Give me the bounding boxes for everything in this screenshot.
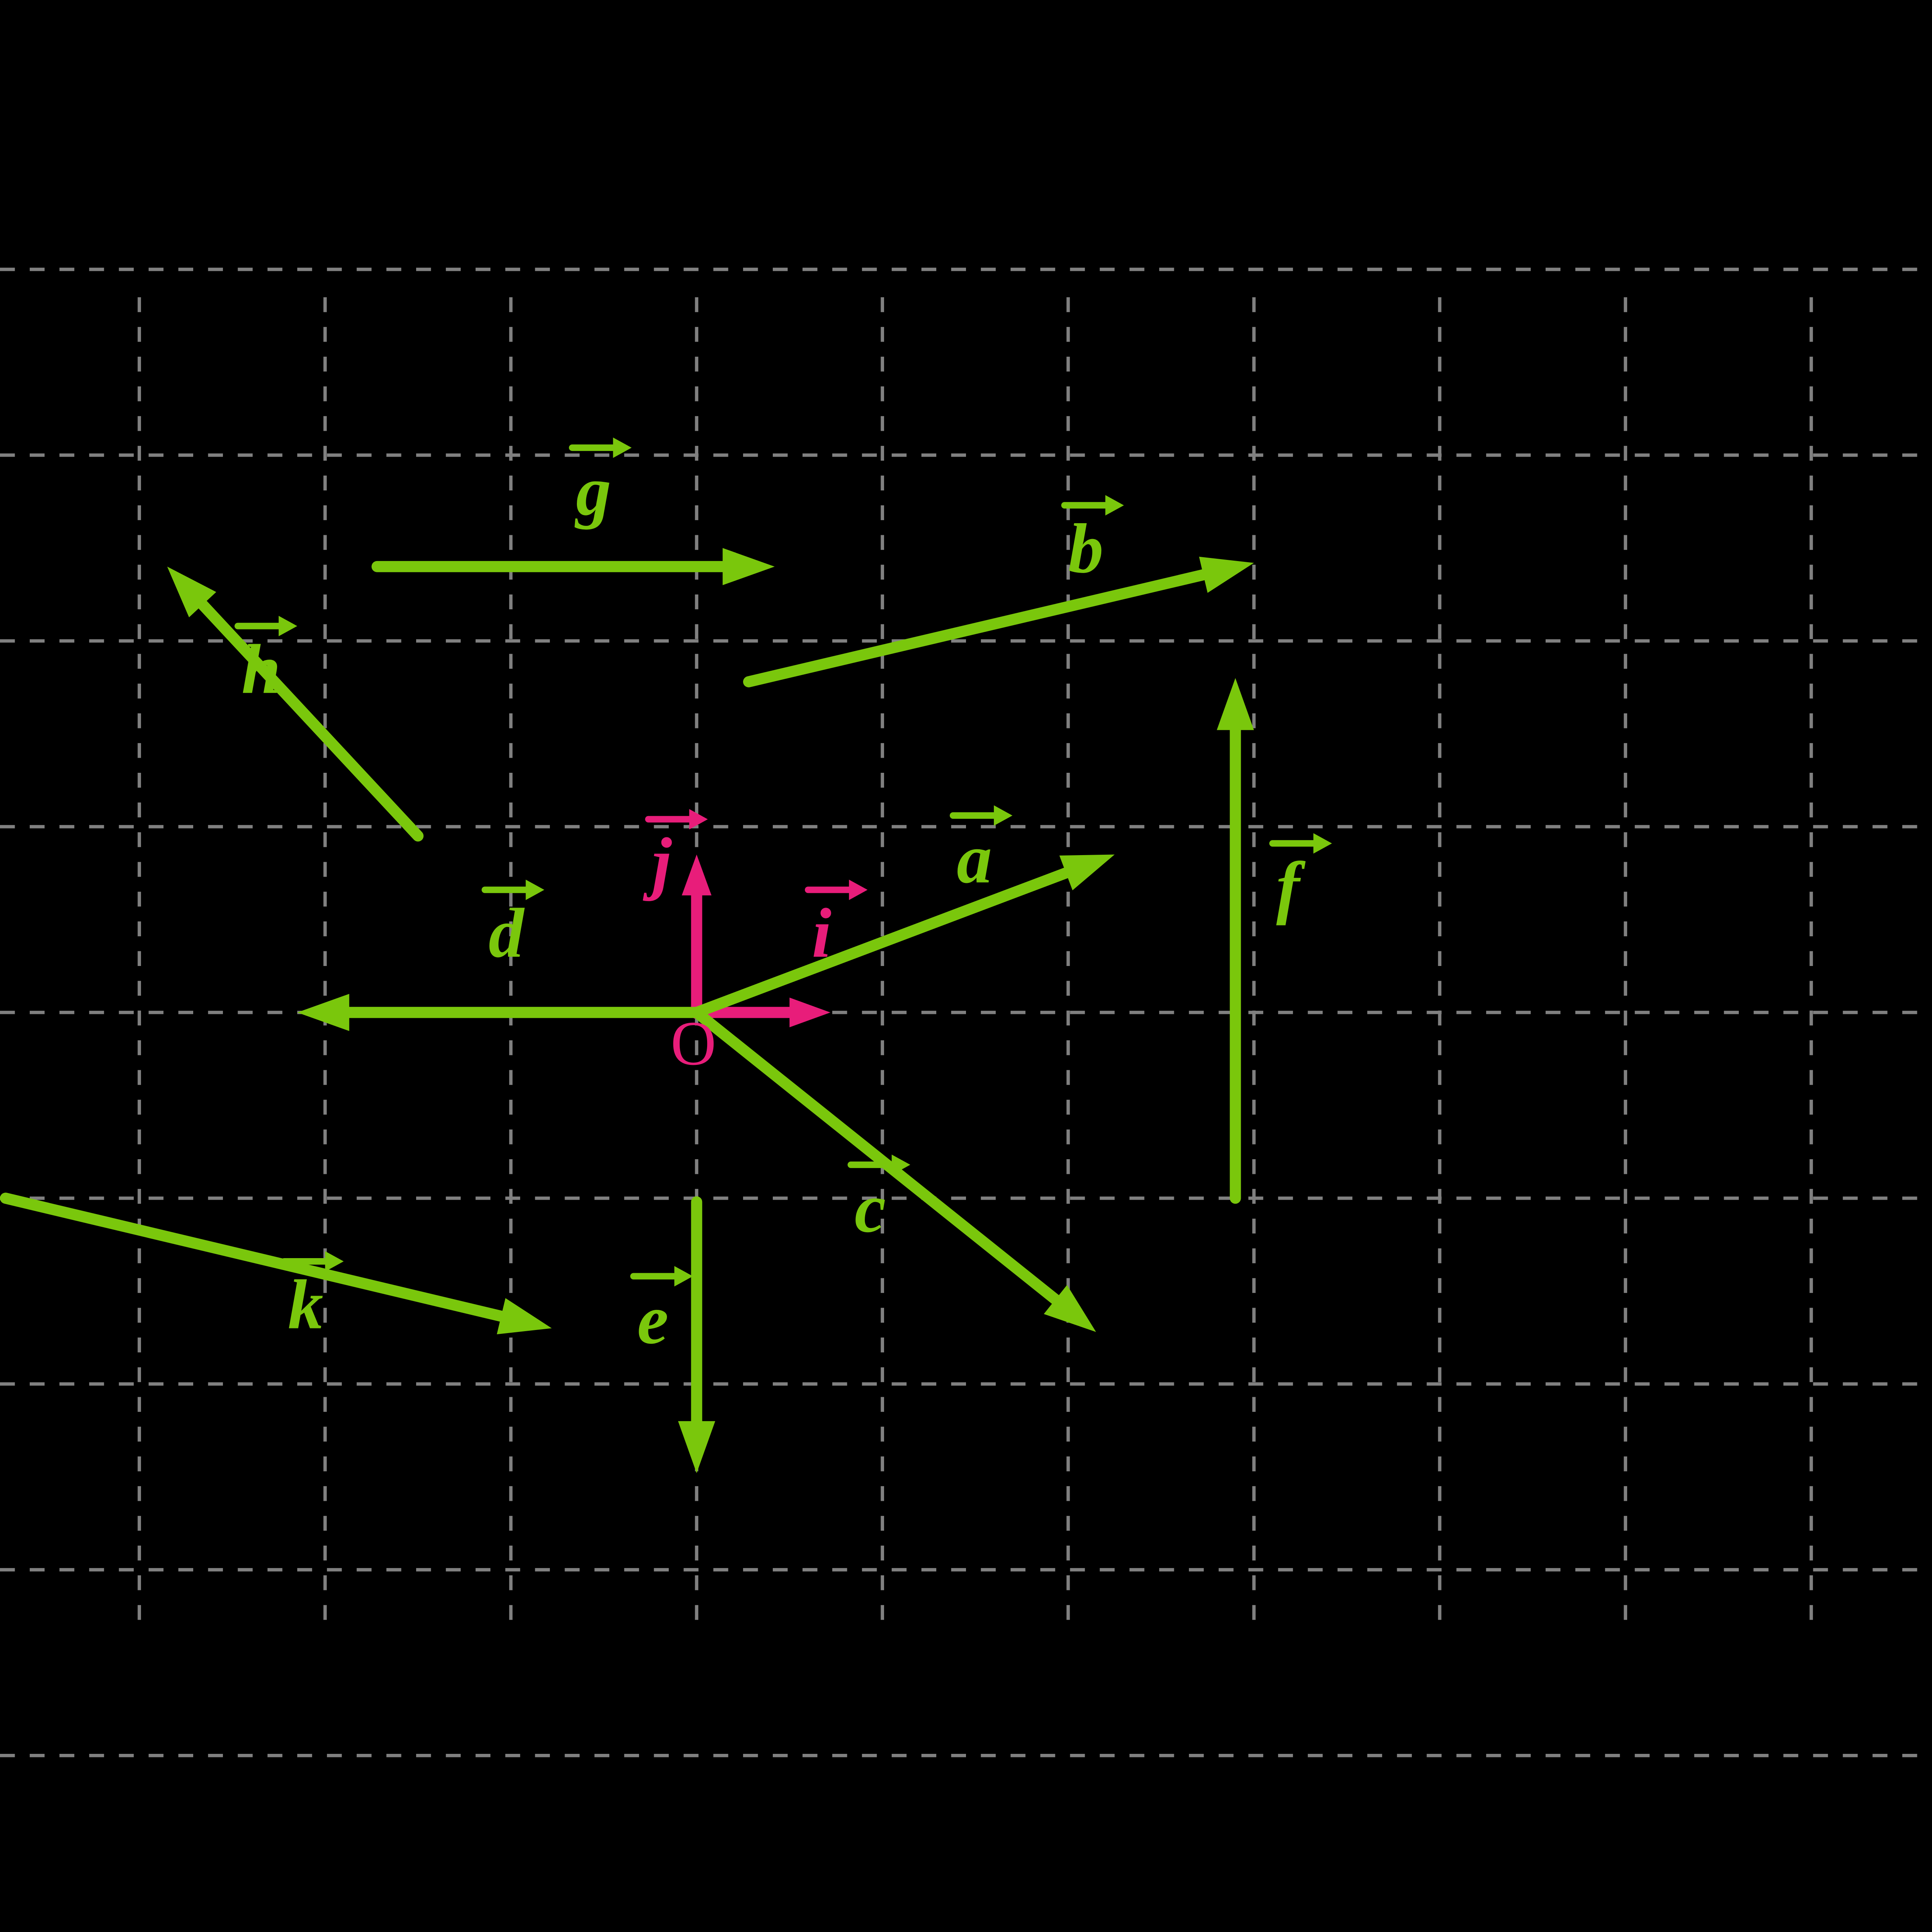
origin-label: O xyxy=(671,1009,716,1078)
label-text-a: a xyxy=(957,820,992,898)
label-text-d: d xyxy=(488,894,525,972)
label-text-e: e xyxy=(637,1280,668,1359)
label-text-k: k xyxy=(288,1265,323,1344)
label-text-b: b xyxy=(1068,509,1103,588)
label-text-g: g xyxy=(574,452,611,530)
background xyxy=(0,297,1932,1635)
label-text-h: h xyxy=(242,630,281,708)
vector-diagram: ijacdefbghkO xyxy=(0,0,1932,1932)
label-text-c: c xyxy=(855,1169,886,1247)
